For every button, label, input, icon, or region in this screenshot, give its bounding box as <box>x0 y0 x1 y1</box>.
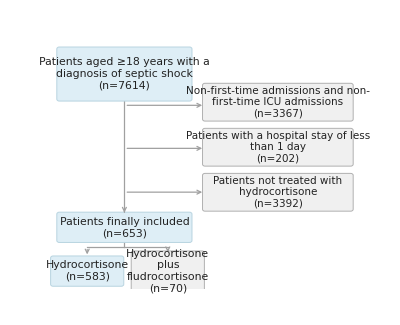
Text: Patients not treated with
hydrocortisone
(n=3392): Patients not treated with hydrocortisone… <box>213 176 342 209</box>
Text: Hydrocortisone
(n=583): Hydrocortisone (n=583) <box>46 260 129 282</box>
FancyBboxPatch shape <box>131 251 204 291</box>
FancyBboxPatch shape <box>202 173 353 211</box>
Text: Patients with a hospital stay of less
than 1 day
(n=202): Patients with a hospital stay of less th… <box>186 131 370 164</box>
Text: Patients finally included
(n=653): Patients finally included (n=653) <box>60 216 189 238</box>
Text: Patients aged ≥18 years with a
diagnosis of septic shock
(n=7614): Patients aged ≥18 years with a diagnosis… <box>39 58 210 91</box>
FancyBboxPatch shape <box>202 83 353 121</box>
Text: Non-first-time admissions and non-
first-time ICU admissions
(n=3367): Non-first-time admissions and non- first… <box>186 85 370 119</box>
FancyBboxPatch shape <box>202 128 353 166</box>
FancyBboxPatch shape <box>57 47 192 101</box>
FancyBboxPatch shape <box>57 212 192 242</box>
Text: Hydrocortisone
plus
fludrocortisone
(n=70): Hydrocortisone plus fludrocortisone (n=7… <box>126 249 209 293</box>
FancyBboxPatch shape <box>51 256 124 286</box>
